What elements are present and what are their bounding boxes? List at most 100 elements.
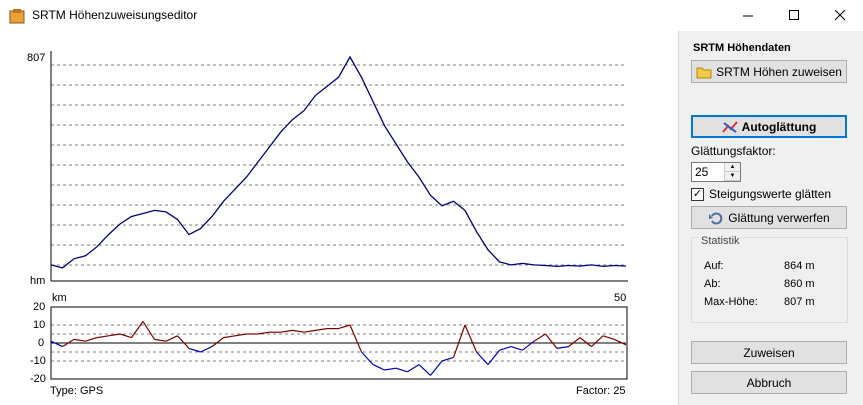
- slope-segment: [165, 335, 178, 342]
- assign-srtm-button[interactable]: SRTM Höhen zuweisen: [691, 60, 847, 83]
- slope-segment: [303, 329, 316, 333]
- slope-segment: [499, 346, 512, 351]
- stat-label: Max-Höhe:: [704, 296, 758, 308]
- discard-smoothing-label: Glättung verwerfen: [728, 210, 830, 225]
- factor-label: Factor: 25: [576, 385, 626, 397]
- checkmark-icon: ✓: [692, 188, 703, 200]
- slope-segment: [441, 356, 454, 362]
- close-icon: [834, 10, 845, 21]
- minimize-button[interactable]: [725, 0, 771, 31]
- minimize-icon: [742, 15, 753, 17]
- slope-segment: [568, 337, 581, 348]
- folder-icon: [696, 67, 712, 78]
- slope-segment: [131, 321, 144, 338]
- slope-segment: [602, 335, 615, 340]
- slope-y-tick: -10: [30, 355, 46, 367]
- elevation-x-start-label: km: [52, 292, 67, 304]
- slope-segment: [579, 337, 592, 348]
- chart-area: 807 hm km 50 20 10 0 -10 -20 Type: GPS F…: [0, 31, 678, 405]
- elevation-x-end-label: 50: [614, 292, 627, 304]
- slope-segment: [349, 324, 363, 353]
- title-bar: SRTM Höhenzuweisungseditor: [0, 0, 863, 31]
- slope-segment: [418, 364, 431, 376]
- statistics-title: Statistik: [699, 235, 742, 247]
- slope-segment: [395, 367, 408, 373]
- smoothing-factor-stepper[interactable]: ▲ ▼: [724, 163, 740, 181]
- type-label: Type: GPS: [50, 385, 104, 397]
- slope-segment: [73, 338, 86, 342]
- stat-label: Auf:: [704, 260, 724, 272]
- slope-segment: [223, 335, 236, 339]
- stat-label: Ab:: [704, 278, 721, 290]
- slope-segment: [108, 333, 121, 337]
- apply-button-label: Zuweisen: [743, 345, 795, 360]
- slope-segment: [452, 324, 466, 358]
- slope-segment: [234, 333, 247, 337]
- stepper-up-icon[interactable]: ▲: [725, 163, 740, 172]
- slope-segment: [464, 324, 478, 353]
- slope-segment: [361, 351, 374, 366]
- slope-smooth-checkbox[interactable]: ✓: [691, 188, 704, 201]
- close-button[interactable]: [817, 0, 863, 31]
- slope-segment: [96, 335, 109, 339]
- slope-segment: [85, 337, 98, 342]
- slope-y-tick: 0: [38, 337, 45, 349]
- slope-segment: [533, 333, 546, 342]
- stat-value: 860 m: [784, 278, 815, 290]
- undo-icon: [709, 212, 723, 224]
- assign-srtm-button-label: SRTM Höhen zuweisen: [716, 64, 842, 79]
- slope-segment: [510, 346, 523, 351]
- smoothing-factor-label: Glättungsfaktor:: [691, 144, 776, 158]
- slope-segment: [315, 328, 328, 331]
- slope-segment: [154, 338, 167, 342]
- slope-segment: [280, 329, 293, 333]
- elevation-y-unit-label: hm: [30, 275, 46, 287]
- slope-y-tick: 10: [33, 319, 46, 331]
- slope-y-tick: -20: [30, 373, 46, 385]
- slope-segment: [50, 340, 63, 348]
- apply-button[interactable]: Zuweisen: [691, 341, 847, 364]
- slope-segment: [142, 321, 156, 340]
- slope-segment: [384, 367, 397, 371]
- autosmooth-button-label: Autoglättung: [741, 119, 817, 134]
- slope-segment: [372, 364, 385, 371]
- control-panel: SRTM Höhendaten SRTM Höhen zuweisen Auto…: [678, 31, 863, 405]
- slope-segment: [62, 338, 75, 348]
- slope-segment: [556, 346, 569, 349]
- slope-segment: [211, 337, 224, 348]
- autosmooth-button[interactable]: Autoglättung: [691, 115, 847, 138]
- stat-value: 864 m: [784, 260, 815, 272]
- slope-segment: [545, 333, 558, 349]
- discard-smoothing-button[interactable]: Glättung verwerfen: [691, 206, 847, 229]
- slope-segment: [338, 324, 351, 330]
- slope-segment: [476, 351, 489, 366]
- slope-segment: [200, 346, 213, 353]
- srtm-group-title: SRTM Höhendaten: [693, 42, 791, 54]
- app-icon: [9, 9, 25, 24]
- elevation-chart[interactable]: [0, 31, 678, 405]
- slope-segment: [188, 347, 201, 353]
- slope-segment: [177, 335, 190, 349]
- window-title: SRTM Höhenzuweisungseditor: [32, 8, 198, 22]
- stat-value: 807 m: [784, 296, 815, 308]
- slope-y-tick: 20: [33, 301, 46, 313]
- smooth-icon: [721, 120, 738, 133]
- cancel-button-label: Abbruch: [746, 375, 792, 390]
- slope-segment: [522, 340, 535, 351]
- statistics-box: [691, 237, 848, 323]
- slope-segment: [614, 338, 627, 346]
- slope-segment: [430, 360, 443, 376]
- elevation-y-max-label: 807: [27, 52, 46, 64]
- slope-segment: [487, 349, 500, 365]
- slope-segment: [407, 364, 420, 373]
- cancel-button[interactable]: Abbruch: [691, 371, 847, 394]
- slope-segment: [591, 335, 604, 348]
- maximize-icon: [788, 10, 799, 20]
- elevation-profile-line: [50, 55, 627, 269]
- slope-segment: [119, 333, 132, 339]
- slope-smooth-label: Steigungswerte glätten: [709, 187, 832, 201]
- stepper-down-icon[interactable]: ▼: [725, 172, 740, 181]
- slope-segment: [257, 331, 270, 335]
- slope-segment: [292, 329, 305, 333]
- maximize-button[interactable]: [771, 0, 817, 31]
